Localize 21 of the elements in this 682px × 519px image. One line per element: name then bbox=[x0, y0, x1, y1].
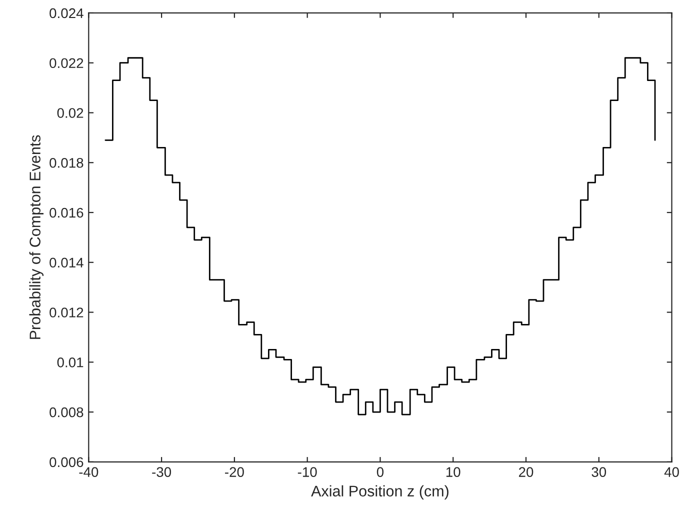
x-tick-label: 40 bbox=[664, 467, 679, 477]
y-tick-label: 0.012 bbox=[50, 308, 84, 318]
y-tick-label: 0.008 bbox=[50, 407, 84, 418]
y-axis-title: Probability of Compton Events bbox=[29, 135, 44, 339]
y-tick-label: 0.006 bbox=[50, 457, 84, 468]
x-axis-title: Axial Position z (cm) bbox=[311, 485, 448, 500]
x-tick-label: -10 bbox=[298, 467, 317, 477]
x-tick-label: -40 bbox=[79, 467, 98, 477]
y-tick-label: 0.024 bbox=[50, 8, 84, 18]
x-tick-label: -20 bbox=[225, 467, 244, 477]
y-tick-label: 0.022 bbox=[50, 58, 84, 68]
x-tick-label: 10 bbox=[446, 467, 460, 477]
x-tick-label: -30 bbox=[152, 467, 172, 477]
x-tick-label: 20 bbox=[518, 467, 534, 477]
y-tick-label: 0.014 bbox=[50, 258, 84, 268]
y-tick-label: 0.018 bbox=[50, 158, 84, 168]
x-tick-label: 30 bbox=[592, 467, 606, 477]
y-tick-label: 0.02 bbox=[57, 108, 84, 118]
y-tick-label: 0.01 bbox=[57, 357, 84, 368]
y-tick-label: 0.016 bbox=[50, 208, 84, 218]
x-tick-label: 0 bbox=[376, 467, 384, 477]
